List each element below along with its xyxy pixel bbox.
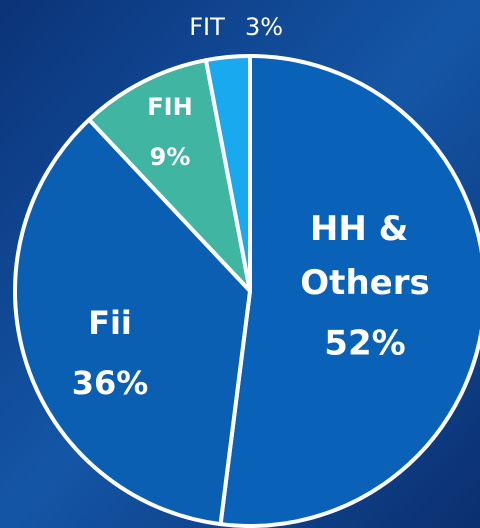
- slice-label: FIH: [147, 93, 192, 121]
- value-label: 52%: [324, 324, 405, 364]
- slice-label: Fii: [88, 304, 132, 342]
- value-label: 9%: [150, 143, 191, 171]
- slice-label: HH & Others: [300, 209, 429, 303]
- pie-slice: [218, 54, 480, 528]
- pie-slice: [87, 58, 252, 293]
- slice-label: FIT: [189, 13, 225, 41]
- pie: [13, 54, 480, 528]
- value-label: 3%: [245, 13, 283, 41]
- value-label: 36%: [72, 364, 149, 402]
- pie-slice: [13, 117, 252, 527]
- pie-slice: [203, 54, 252, 293]
